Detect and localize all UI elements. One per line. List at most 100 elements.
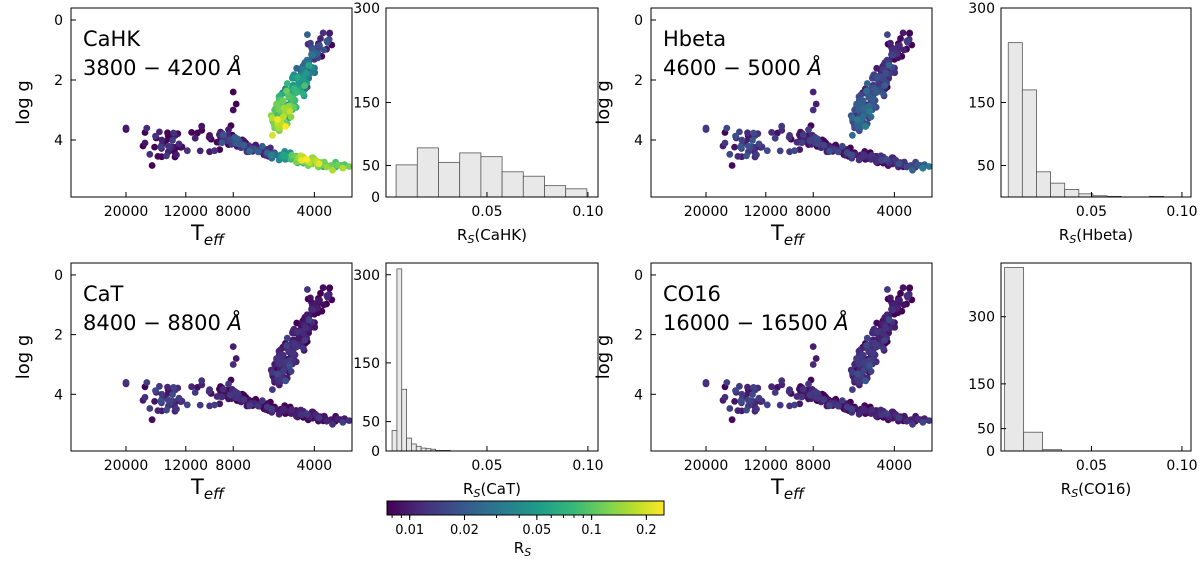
data-point: [158, 136, 166, 144]
y-tick-label: 4: [634, 133, 643, 149]
data-point: [750, 384, 757, 391]
data-point: [871, 339, 878, 347]
y-tick-label: 50: [362, 159, 380, 175]
data-point: [934, 165, 941, 172]
data-point: [732, 387, 739, 394]
data-point: [900, 412, 908, 420]
y-tick-label: 300: [353, 268, 380, 284]
data-point: [737, 143, 745, 151]
data-point: [295, 80, 303, 88]
x-tick-label: 4000: [877, 204, 913, 220]
x-tick-label: 0.10: [1166, 458, 1197, 474]
data-point: [834, 402, 842, 410]
data-point: [164, 383, 171, 391]
data-point: [903, 292, 911, 300]
data-point: [919, 419, 927, 426]
data-point: [728, 162, 736, 169]
band-range: 8400 − 8800 Å: [83, 309, 242, 335]
data-point: [282, 377, 290, 385]
data-point: [286, 107, 294, 115]
data-point: [721, 393, 729, 401]
data-point: [307, 294, 314, 302]
x-axis-label: Teff: [770, 475, 806, 503]
data-point: [302, 69, 310, 77]
histogram-bars: [395, 147, 588, 198]
data-point: [300, 90, 307, 98]
y-axis-label: log g: [13, 80, 34, 125]
data-point: [860, 367, 867, 375]
histogram-bar: [565, 188, 588, 198]
data-point: [799, 131, 807, 139]
x-axis-label: Teff: [770, 221, 806, 249]
data-point: [173, 151, 180, 159]
data-point: [283, 87, 290, 95]
y-tick-label: 4: [54, 387, 63, 403]
y-tick-label: 150: [968, 96, 995, 112]
data-point: [854, 116, 861, 123]
data-point: [188, 383, 196, 391]
y-axis-label: log g: [593, 80, 614, 125]
data-point: [234, 140, 242, 148]
data-point: [309, 51, 317, 59]
data-point: [258, 397, 266, 404]
data-point: [799, 385, 807, 393]
data-point: [163, 406, 170, 414]
band-name: Hbeta: [663, 27, 726, 51]
data-point: [304, 286, 311, 293]
data-point: [316, 42, 323, 49]
data-point: [909, 166, 916, 174]
data-point: [146, 405, 154, 412]
hr-diagram-cahk: 20000 12000 8000 4000 0 2 4 Teff log g CaHK 3800 −…: [13, 7, 353, 249]
data-point: [329, 166, 336, 174]
y-tick-label: 2: [634, 73, 643, 89]
histogram-bars: [391, 268, 451, 452]
data-point: [320, 412, 328, 420]
data-point: [848, 151, 855, 159]
data-point: [141, 393, 149, 401]
data-point: [148, 162, 156, 169]
data-point: [867, 367, 875, 375]
data-point: [225, 126, 232, 134]
data-point: [240, 396, 248, 403]
y-tick-label: 0: [986, 444, 995, 460]
data-point: [737, 397, 745, 405]
data-point: [303, 311, 311, 319]
data-point: [154, 407, 162, 414]
data-point: [806, 137, 814, 145]
data-point: [291, 339, 298, 347]
data-point: [334, 161, 341, 169]
x-tick-label: 0.10: [572, 204, 603, 220]
histogram-bar: [480, 156, 503, 198]
data-point: [169, 391, 176, 398]
data-point: [867, 113, 875, 121]
data-point: [753, 151, 760, 159]
data-point: [814, 394, 822, 402]
y-axis-label: log g: [593, 335, 614, 380]
histogram-bar: [391, 430, 398, 452]
data-point: [763, 147, 771, 155]
data-point: [315, 414, 323, 422]
y-tick-label: 50: [362, 415, 380, 431]
scatter-frame: [70, 262, 353, 452]
data-point: [895, 414, 903, 422]
data-point: [887, 39, 894, 47]
data-point: [934, 420, 941, 427]
data-point: [305, 316, 313, 324]
histogram-bar: [459, 152, 482, 198]
colorbar-tick-label: 0.2: [636, 523, 657, 538]
histogram-bar: [411, 443, 417, 452]
data-point: [805, 380, 812, 388]
data-point: [151, 143, 159, 151]
data-point: [891, 69, 899, 77]
histogram-bar: [1023, 431, 1044, 452]
y-tick-label: 0: [371, 190, 380, 206]
data-point: [285, 93, 293, 101]
x-tick-label: 20000: [684, 204, 729, 220]
data-point: [301, 82, 309, 89]
data-point: [289, 350, 296, 357]
data-point: [294, 74, 301, 81]
histogram-bar: [544, 185, 567, 198]
scatter-points: [702, 29, 941, 174]
data-point: [273, 355, 280, 362]
data-point: [809, 88, 817, 96]
